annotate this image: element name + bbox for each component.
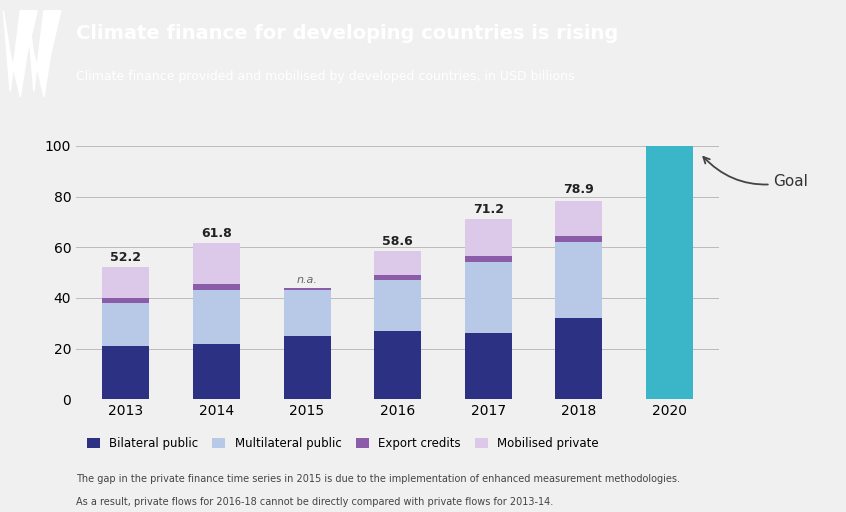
Bar (464, 263, 512, 333)
Text: 58.6: 58.6 (382, 234, 413, 248)
Text: As a result, private flows for 2016-18 cannot be directly compared with private : As a result, private flows for 2016-18 c… (76, 497, 553, 507)
Bar (464, 219, 512, 256)
Text: 61.8: 61.8 (201, 227, 232, 240)
Bar (193, 290, 240, 344)
Polygon shape (27, 11, 61, 97)
Bar (102, 298, 150, 303)
Bar (193, 243, 240, 284)
Bar (283, 288, 331, 290)
Text: 78.9: 78.9 (563, 183, 594, 196)
Polygon shape (3, 11, 37, 97)
Bar (374, 331, 421, 399)
Bar (374, 280, 421, 331)
Bar (374, 251, 421, 275)
Text: n.a.: n.a. (297, 275, 317, 285)
Bar (102, 303, 150, 346)
Text: Climate finance provided and mobilised by developed countries, in USD billions: Climate finance provided and mobilised b… (76, 70, 574, 83)
Bar (555, 236, 602, 242)
Text: The gap in the private finance time series in 2015 is due to the implementation : The gap in the private finance time seri… (76, 474, 680, 484)
Bar (555, 242, 602, 318)
Bar (645, 146, 693, 399)
Text: Climate finance for developing countries is rising: Climate finance for developing countries… (76, 24, 618, 42)
Bar (464, 256, 512, 263)
Legend: Bilateral public, Multilateral public, Export credits, Mobilised private: Bilateral public, Multilateral public, E… (82, 433, 604, 455)
Bar (102, 346, 150, 399)
Text: 52.2: 52.2 (111, 251, 141, 264)
Bar (555, 318, 602, 399)
Text: Goal: Goal (703, 157, 808, 189)
Text: 71.2: 71.2 (473, 203, 503, 216)
Bar (283, 290, 331, 336)
Bar (464, 333, 512, 399)
Bar (102, 267, 150, 298)
Bar (283, 336, 331, 399)
Bar (374, 275, 421, 280)
Bar (193, 284, 240, 290)
Bar (555, 201, 602, 236)
Bar (193, 344, 240, 399)
